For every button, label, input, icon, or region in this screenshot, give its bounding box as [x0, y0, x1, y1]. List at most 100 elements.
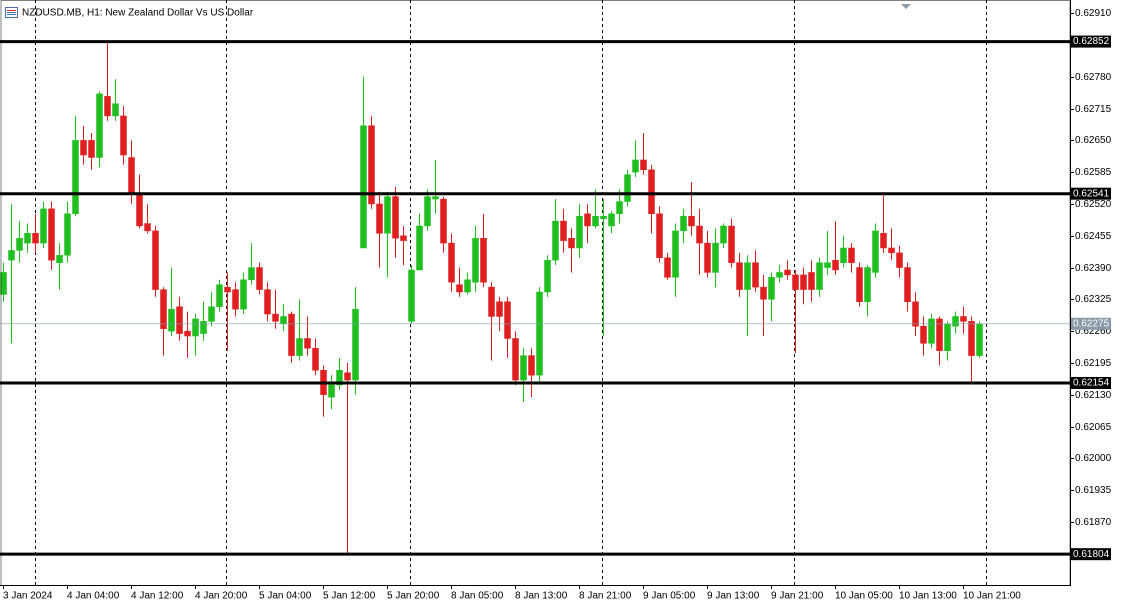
candle-body: [720, 225, 727, 244]
y-tick-label: 0.62520: [1075, 199, 1112, 210]
candle-body: [0, 272, 7, 295]
candle-body: [168, 308, 175, 332]
x-tick-label: 8 Jan 05:00: [451, 591, 504, 602]
candle-body: [936, 318, 943, 351]
y-tick-label: 0.62715: [1075, 104, 1112, 115]
candle-body: [536, 291, 543, 376]
candle-body: [640, 159, 647, 170]
candle-body: [872, 230, 879, 273]
candle-body: [656, 213, 663, 259]
x-tick-label: 9 Jan 21:00: [771, 591, 824, 602]
candle-body: [904, 267, 911, 303]
candle-body: [680, 215, 687, 232]
level-label: 0.62541: [1073, 188, 1110, 199]
candle-body: [840, 247, 847, 263]
candle-body: [72, 140, 79, 214]
y-tick-label: 0.62390: [1075, 263, 1112, 274]
y-tick-label: 0.62130: [1075, 390, 1112, 401]
candle-body: [216, 284, 223, 307]
x-tick-label: 5 Jan 04:00: [259, 591, 312, 602]
candle-body: [808, 272, 815, 290]
candle-body: [208, 306, 215, 322]
candle-body: [584, 213, 591, 227]
candle-body: [552, 220, 559, 261]
y-tick-label: 0.62650: [1075, 135, 1112, 146]
x-tick-label: 4 Jan 04:00: [67, 591, 120, 602]
candle-body: [448, 242, 455, 283]
candle-body: [896, 252, 903, 268]
symbol-icon: [5, 7, 18, 18]
candle-body: [248, 267, 255, 281]
candle-body: [256, 267, 263, 290]
candle-body: [704, 242, 711, 273]
candle-body: [344, 372, 351, 381]
candle-body: [512, 338, 519, 381]
candle-body: [80, 140, 87, 156]
candle-body: [880, 233, 887, 249]
candle-body: [560, 220, 567, 241]
x-tick-label: 10 Jan 21:00: [963, 591, 1021, 602]
candle-body: [160, 289, 167, 329]
level-label: 0.62852: [1073, 36, 1110, 47]
level-label-bg: [1071, 376, 1111, 389]
candle-body: [952, 316, 959, 327]
candle-body: [712, 242, 719, 273]
candle-body: [392, 196, 399, 239]
shift-marker: [901, 4, 911, 9]
y-tick-label: 0.62910: [1075, 8, 1112, 19]
candle-body: [528, 355, 535, 376]
candle-body: [16, 237, 23, 251]
candle-body: [384, 196, 391, 234]
candle-body: [816, 262, 823, 290]
candle-body: [272, 313, 279, 322]
candle-body: [736, 262, 743, 290]
candle-body: [360, 125, 367, 249]
candle-body: [480, 237, 487, 283]
candle-body: [40, 208, 47, 244]
candle-body: [456, 284, 463, 293]
candle-body: [488, 286, 495, 317]
candle-body: [912, 301, 919, 327]
y-tick-label: 0.61935: [1075, 485, 1112, 496]
candle-body: [264, 289, 271, 315]
candle-body: [944, 323, 951, 351]
candle-body: [56, 255, 63, 263]
candle-body: [824, 262, 831, 268]
candle-body: [280, 316, 287, 325]
candle-body: [432, 196, 439, 200]
candle-body: [728, 225, 735, 263]
candle-body: [968, 321, 975, 356]
level-label-bg: [1071, 548, 1111, 561]
candle-body: [776, 272, 783, 278]
candle-body: [144, 223, 151, 232]
x-tick-label: 8 Jan 13:00: [515, 591, 568, 602]
candle-body: [368, 125, 375, 205]
candle-body: [832, 259, 839, 271]
candle-body: [152, 230, 159, 290]
candle-body: [200, 321, 207, 334]
level-label-bg: [1071, 187, 1111, 200]
y-tick-label: 0.62455: [1075, 231, 1112, 242]
candle-body: [440, 198, 447, 244]
candle-body: [792, 274, 799, 290]
x-tick-label: 4 Jan 20:00: [195, 591, 248, 602]
candle-body: [688, 215, 695, 227]
candle-body: [128, 157, 135, 195]
candle-body: [32, 233, 39, 244]
level-label: 0.62154: [1073, 378, 1110, 389]
candle-body: [336, 370, 343, 386]
candle-body: [120, 115, 127, 156]
x-tick-label: 5 Jan 12:00: [323, 591, 376, 602]
candle-body: [328, 384, 335, 398]
candle-body: [800, 274, 807, 290]
candle-body: [376, 203, 383, 234]
day-separators: [35, 0, 987, 585]
candle-body: [744, 262, 751, 290]
current-price-label-bg: [1071, 317, 1111, 330]
candle-body: [592, 215, 599, 227]
candle-body: [464, 279, 471, 293]
candle-body: [616, 201, 623, 215]
